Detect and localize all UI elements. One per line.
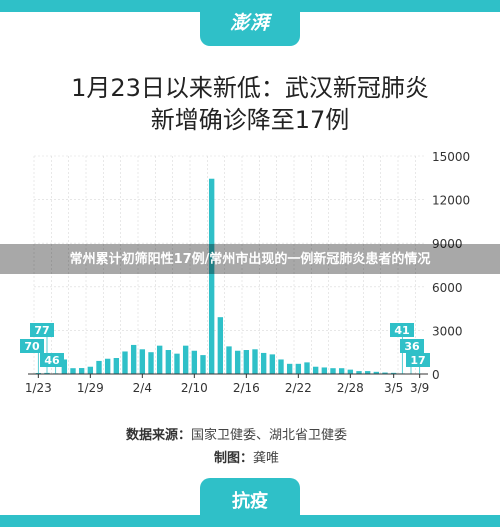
bar bbox=[156, 345, 163, 374]
bar bbox=[122, 351, 128, 374]
chart-credit-label: 制图： bbox=[214, 451, 254, 466]
caption-overlay-text: 常州累计初筛阳性17例/常州市出现的一例新冠肺炎患者的情况 bbox=[69, 252, 431, 267]
bar bbox=[104, 358, 111, 374]
bar bbox=[286, 363, 293, 374]
bar bbox=[364, 371, 371, 374]
annotation-label: 41 bbox=[394, 324, 409, 337]
bar bbox=[321, 367, 328, 374]
bar bbox=[165, 350, 172, 374]
x-tick-label: 2/22 bbox=[285, 381, 312, 395]
brand-logo: 澎湃 bbox=[229, 12, 270, 34]
footer-tag: 抗疫 bbox=[232, 491, 268, 512]
bar bbox=[70, 368, 76, 374]
footer-stripe bbox=[0, 515, 500, 527]
bar bbox=[260, 352, 267, 374]
annotation-box bbox=[406, 353, 430, 367]
y-tick-label: 9000 bbox=[432, 237, 463, 251]
bar bbox=[382, 372, 388, 374]
x-tick-label: 1/29 bbox=[77, 381, 104, 395]
x-tick-label: 2/16 bbox=[233, 381, 260, 395]
bar bbox=[130, 344, 137, 374]
bar bbox=[217, 317, 224, 374]
y-tick-label: 6000 bbox=[432, 281, 463, 295]
annotation-box bbox=[390, 323, 414, 337]
annotation-label: 17 bbox=[410, 354, 425, 367]
y-tick-label: 15000 bbox=[432, 150, 470, 164]
bar bbox=[295, 363, 302, 374]
bar bbox=[243, 350, 250, 374]
bar bbox=[139, 349, 146, 374]
y-tick-label: 12000 bbox=[432, 194, 470, 208]
chart-title-line-2: 新增确诊降至17例 bbox=[150, 106, 350, 134]
x-tick-label: 3/9 bbox=[410, 381, 429, 395]
bar bbox=[113, 358, 120, 374]
bar bbox=[182, 345, 189, 374]
x-tick-label: 2/28 bbox=[337, 381, 364, 395]
bar bbox=[347, 369, 354, 374]
bar bbox=[226, 346, 232, 374]
annotation-label: 70 bbox=[24, 340, 40, 353]
annotation-box bbox=[30, 323, 54, 337]
data-source: 数据来源：国家卫健委、湖北省卫健委 bbox=[126, 424, 347, 443]
bar bbox=[356, 371, 362, 374]
y-tick-label: 0 bbox=[432, 368, 440, 382]
bar-chart: 0 3000 6000 9000 12000 15000 1/23 1/29 2/4 2/10 2/… bbox=[20, 150, 470, 395]
annotation-label: 36 bbox=[404, 340, 420, 353]
bar bbox=[312, 366, 319, 374]
bar bbox=[278, 359, 284, 374]
annotation-box bbox=[40, 353, 64, 367]
annotation-box bbox=[400, 339, 424, 353]
x-tick-label: 1/23 bbox=[25, 381, 52, 395]
chart-credit-value: 龚唯 bbox=[253, 451, 280, 466]
chart-title-line-1: 1月23日以来新低：武汉新冠肺炎 bbox=[71, 74, 429, 102]
bar bbox=[330, 368, 336, 374]
x-tick-label: 2/4 bbox=[133, 381, 152, 395]
bar bbox=[61, 359, 68, 374]
annotation-box bbox=[20, 339, 44, 353]
bar bbox=[338, 368, 345, 374]
annotation-label: 46 bbox=[44, 354, 60, 367]
bar bbox=[390, 372, 397, 374]
bar bbox=[35, 372, 42, 374]
bar bbox=[200, 355, 206, 374]
bar bbox=[87, 366, 94, 374]
bar bbox=[191, 350, 198, 374]
data-source-value: 国家卫健委、湖北省卫健委 bbox=[191, 428, 348, 443]
bar bbox=[44, 372, 50, 374]
annotation-label: 77 bbox=[34, 324, 49, 337]
bar bbox=[208, 178, 215, 374]
bar bbox=[148, 352, 154, 374]
x-tick-label: 3/5 bbox=[384, 381, 403, 395]
bar bbox=[234, 350, 241, 374]
data-source-label: 数据来源： bbox=[126, 428, 192, 443]
logo-tab bbox=[200, 0, 300, 46]
bar bbox=[252, 349, 258, 374]
bar bbox=[78, 368, 85, 374]
header-band: 澎湃 bbox=[0, 0, 500, 64]
bar bbox=[304, 362, 310, 374]
bar bbox=[174, 353, 180, 374]
bar bbox=[373, 371, 380, 374]
caption-overlay bbox=[0, 244, 500, 274]
bar bbox=[96, 360, 102, 374]
bar bbox=[269, 354, 276, 374]
chart-credit: 制图：龚唯 bbox=[214, 447, 279, 466]
x-tick-label: 2/10 bbox=[181, 381, 208, 395]
y-tick-label: 3000 bbox=[432, 324, 463, 338]
